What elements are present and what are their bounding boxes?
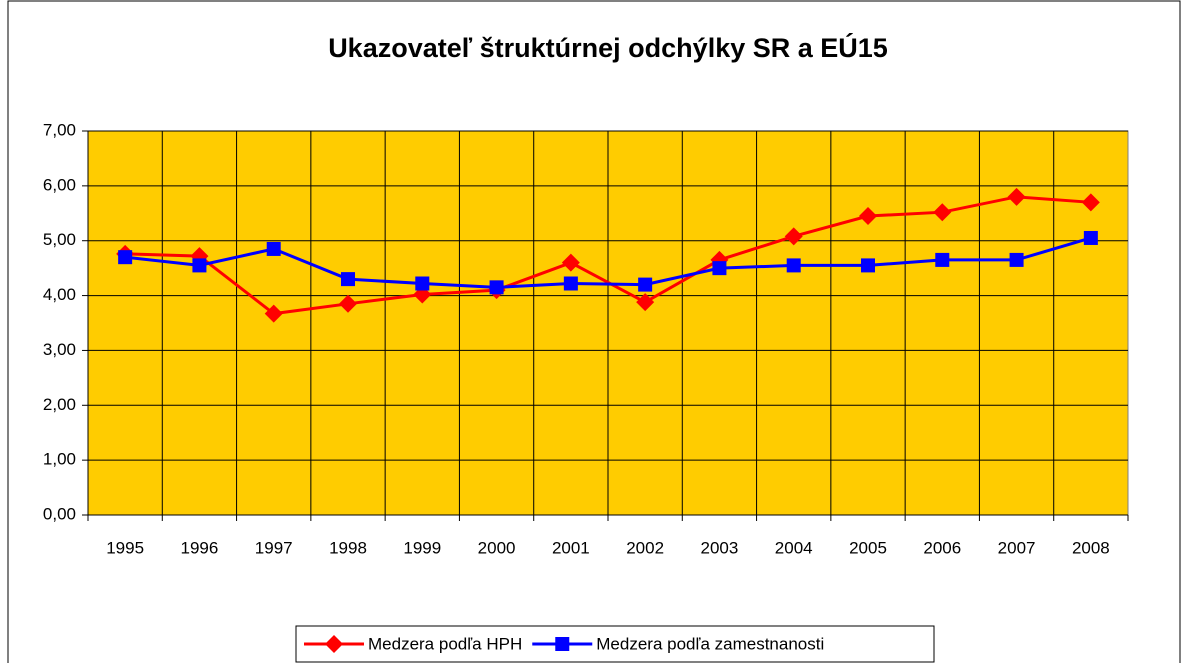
point xyxy=(1083,230,1098,245)
series-line xyxy=(125,195,1091,316)
point xyxy=(489,280,504,295)
x-tick-label: 2000 xyxy=(478,538,516,557)
point xyxy=(935,252,950,267)
x-tick-label: 1998 xyxy=(329,538,367,557)
point xyxy=(325,635,343,653)
chart-title: Ukazovateľ štruktúrnej odchýlky SR a EÚ1… xyxy=(328,32,888,63)
point xyxy=(561,253,580,272)
series-line xyxy=(124,236,1092,289)
point xyxy=(933,203,952,222)
point xyxy=(784,227,803,246)
point xyxy=(415,276,430,291)
y-tick-label: 0,00 xyxy=(43,504,76,523)
point xyxy=(1009,252,1024,267)
x-tick-label: 1996 xyxy=(181,538,219,557)
legend-label: Medzera podľa zamestnanosti xyxy=(596,634,824,653)
point xyxy=(861,258,875,273)
y-tick-label: 6,00 xyxy=(43,175,76,194)
y-tick-label: 1,00 xyxy=(43,450,76,469)
legend-label: Medzera podľa HPH xyxy=(368,634,522,653)
legend-box xyxy=(295,625,935,663)
x-tick-label: 2006 xyxy=(923,538,961,557)
point xyxy=(555,637,570,651)
x-tick-label: 1997 xyxy=(255,538,293,557)
point xyxy=(636,293,655,312)
point xyxy=(786,258,801,273)
point xyxy=(339,294,357,313)
x-tick-label: 2004 xyxy=(775,538,813,557)
point xyxy=(859,207,877,226)
point xyxy=(638,277,653,292)
point xyxy=(341,272,355,287)
x-tick-label: 2001 xyxy=(552,538,590,557)
point xyxy=(264,304,283,323)
y-tick-label: 7,00 xyxy=(43,120,76,139)
y-tick-label: 4,00 xyxy=(43,285,76,304)
x-tick-label: 2008 xyxy=(1072,538,1110,557)
point xyxy=(266,241,281,256)
x-tick-label: 2003 xyxy=(701,538,739,557)
x-tick-label: 1995 xyxy=(106,538,144,557)
point xyxy=(1081,193,1100,212)
y-tick-label: 3,00 xyxy=(43,340,76,359)
x-tick-label: 2007 xyxy=(998,538,1036,557)
point xyxy=(192,258,207,273)
y-tick-label: 2,00 xyxy=(43,395,76,414)
y-tick-label: 5,00 xyxy=(43,230,76,249)
point xyxy=(118,250,133,265)
x-tick-label: 2002 xyxy=(626,538,664,557)
point xyxy=(712,261,727,276)
point xyxy=(563,276,578,291)
x-tick-label: 1999 xyxy=(403,538,441,557)
point xyxy=(1007,187,1026,206)
x-tick-label: 2005 xyxy=(849,538,887,557)
